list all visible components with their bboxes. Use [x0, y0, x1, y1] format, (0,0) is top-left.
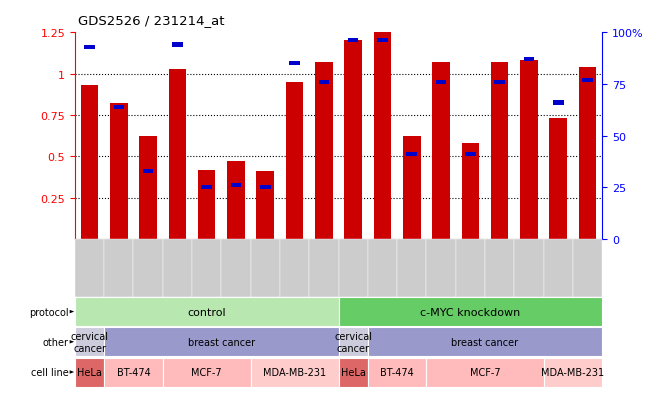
Bar — [348, 39, 359, 43]
Bar — [377, 39, 388, 43]
Bar — [143, 169, 154, 173]
Bar — [260, 186, 271, 190]
Bar — [523, 58, 534, 62]
Bar — [230, 184, 242, 188]
Text: BT-474: BT-474 — [117, 367, 150, 377]
Bar — [374, 33, 391, 240]
Bar — [582, 78, 593, 83]
Bar — [462, 144, 479, 240]
Bar — [110, 104, 128, 240]
Bar — [520, 61, 538, 240]
Bar — [406, 153, 417, 157]
Text: breast cancer: breast cancer — [187, 337, 255, 347]
Bar — [579, 68, 596, 240]
Text: GDS2526 / 231214_at: GDS2526 / 231214_at — [78, 14, 225, 27]
Text: MCF-7: MCF-7 — [191, 367, 222, 377]
Bar — [491, 63, 508, 240]
Bar — [198, 170, 215, 240]
Bar — [113, 105, 124, 109]
Bar — [432, 63, 450, 240]
Bar — [494, 81, 505, 85]
Bar — [553, 101, 564, 105]
Text: other: other — [42, 337, 68, 347]
Text: MCF-7: MCF-7 — [469, 367, 501, 377]
Bar — [169, 69, 186, 240]
Bar — [286, 83, 303, 240]
Text: BT-474: BT-474 — [380, 367, 414, 377]
Text: cervical
cancer: cervical cancer — [70, 331, 109, 353]
Bar — [84, 45, 95, 50]
Bar — [139, 137, 157, 240]
Bar — [436, 81, 447, 85]
Bar — [344, 41, 362, 240]
Text: HeLa: HeLa — [340, 367, 366, 377]
Text: protocol: protocol — [29, 307, 68, 317]
Bar — [201, 186, 212, 190]
Bar — [318, 81, 329, 85]
Text: cell line: cell line — [31, 367, 68, 377]
Bar — [465, 153, 476, 157]
Bar — [403, 137, 421, 240]
Bar — [549, 119, 567, 240]
Bar — [289, 62, 300, 66]
Bar — [227, 162, 245, 240]
Text: c-MYC knockdown: c-MYC knockdown — [421, 307, 520, 317]
Bar — [256, 172, 274, 240]
Text: control: control — [187, 307, 226, 317]
Text: cervical
cancer: cervical cancer — [334, 331, 372, 353]
Text: MDA-MB-231: MDA-MB-231 — [542, 367, 604, 377]
Text: breast cancer: breast cancer — [451, 337, 519, 347]
Bar — [315, 63, 333, 240]
Bar — [172, 43, 183, 47]
Bar — [81, 86, 98, 240]
Text: MDA-MB-231: MDA-MB-231 — [263, 367, 326, 377]
Text: HeLa: HeLa — [77, 367, 102, 377]
